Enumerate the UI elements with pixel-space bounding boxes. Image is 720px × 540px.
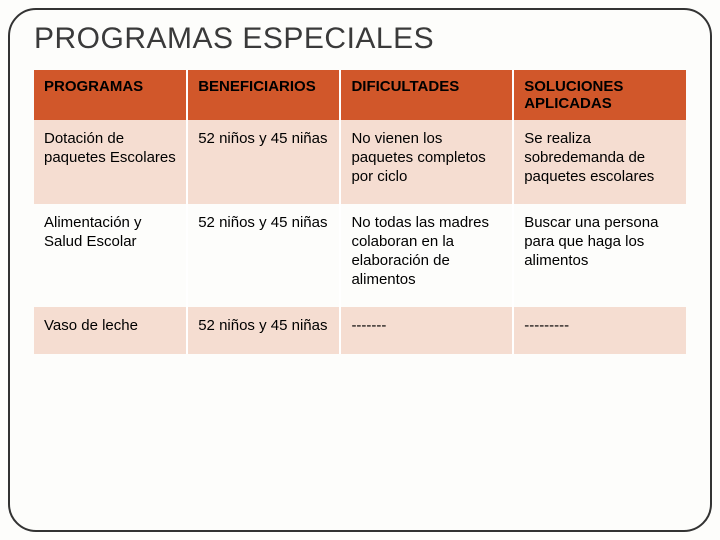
page-title: PROGRAMAS ESPECIALES — [34, 22, 686, 56]
cell-dificultades: No todas las madres colaboran en la elab… — [340, 204, 513, 307]
slide-content: PROGRAMAS ESPECIALES PROGRAMAS BENEFICIA… — [0, 0, 720, 354]
table-row: Vaso de leche 52 niños y 45 niñas ------… — [34, 307, 686, 354]
cell-dificultades: ------- — [340, 307, 513, 354]
cell-beneficiarios: 52 niños y 45 niñas — [187, 307, 340, 354]
col-header-beneficiarios: BENEFICIARIOS — [187, 70, 340, 120]
table-header-row: PROGRAMAS BENEFICIARIOS DIFICULTADES SOL… — [34, 70, 686, 120]
programs-table: PROGRAMAS BENEFICIARIOS DIFICULTADES SOL… — [34, 70, 686, 354]
cell-beneficiarios: 52 niños y 45 niñas — [187, 120, 340, 204]
col-header-soluciones: SOLUCIONES APLICADAS — [513, 70, 686, 120]
cell-dificultades: No vienen los paquetes completos por cic… — [340, 120, 513, 204]
cell-soluciones: Se realiza sobredemanda de paquetes esco… — [513, 120, 686, 204]
cell-soluciones: Buscar una persona para que haga los ali… — [513, 204, 686, 307]
cell-programa: Vaso de leche — [34, 307, 187, 354]
table-row: Alimentación y Salud Escolar 52 niños y … — [34, 204, 686, 307]
table-row: Dotación de paquetes Escolares 52 niños … — [34, 120, 686, 204]
cell-programa: Dotación de paquetes Escolares — [34, 120, 187, 204]
cell-programa: Alimentación y Salud Escolar — [34, 204, 187, 307]
col-header-programas: PROGRAMAS — [34, 70, 187, 120]
cell-beneficiarios: 52 niños y 45 niñas — [187, 204, 340, 307]
cell-soluciones: --------- — [513, 307, 686, 354]
col-header-dificultades: DIFICULTADES — [340, 70, 513, 120]
